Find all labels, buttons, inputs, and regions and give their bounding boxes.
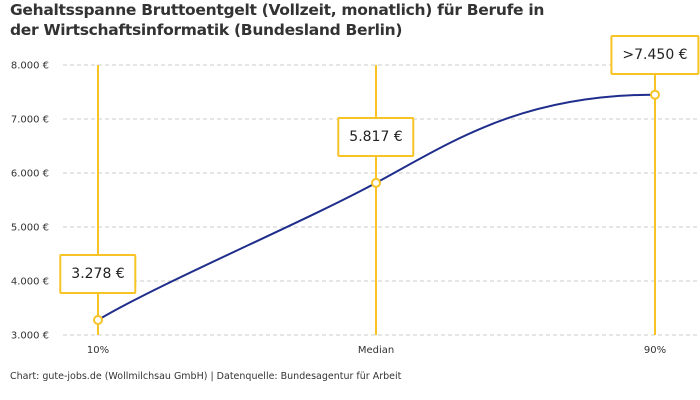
y-tick-label: 7.000 €: [11, 115, 49, 126]
data-label: >7.450 €: [610, 34, 700, 75]
x-tick-label: 90%: [644, 345, 666, 356]
x-tick-label: 10%: [87, 345, 109, 356]
y-tick-label: 8.000 €: [11, 61, 49, 72]
x-tick-label: Median: [358, 345, 394, 356]
data-label: 5.817 €: [337, 116, 415, 157]
chart-source: Chart: gute-jobs.de (Wollmilchsau GmbH) …: [10, 371, 402, 382]
y-tick-label: 4.000 €: [11, 277, 49, 288]
chart-title: Gehaltsspanne Bruttoentgelt (Vollzeit, m…: [10, 1, 545, 39]
y-tick-label: 6.000 €: [11, 169, 49, 180]
data-point: [371, 177, 381, 188]
data-point: [650, 89, 660, 100]
y-tick-label: 5.000 €: [11, 223, 49, 234]
y-tick-label: 3.000 €: [11, 331, 49, 342]
data-point: [93, 314, 103, 325]
data-label: 3.278 €: [59, 253, 137, 294]
